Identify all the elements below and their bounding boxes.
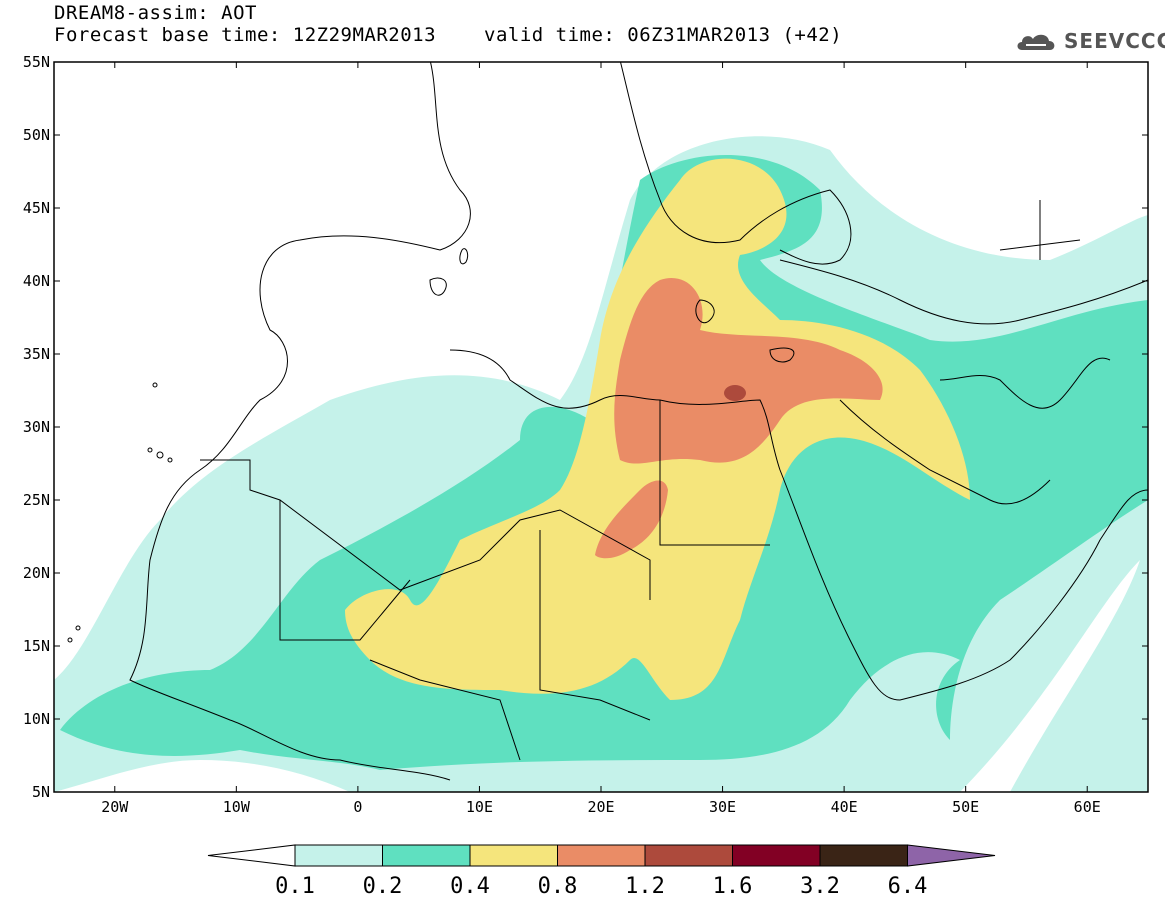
colorbar-label: 3.2 xyxy=(800,874,840,899)
colorbar-label: 0.4 xyxy=(450,874,490,899)
lat-label: 50N xyxy=(23,126,50,144)
colorbar-segment xyxy=(382,844,471,867)
coastlines xyxy=(129,62,1148,781)
valid-time: valid time: 06Z31MAR2013 (+42) xyxy=(484,24,843,46)
colorbar-label: 1.6 xyxy=(713,874,753,899)
colorbar-label: 1.2 xyxy=(625,874,665,899)
lon-label: 60E xyxy=(1074,798,1101,816)
lon-label: 40E xyxy=(831,798,858,816)
cloud-logo-icon xyxy=(1017,34,1055,50)
logo-text: SEEVCCC xyxy=(1064,29,1165,53)
colorbar-segment xyxy=(469,844,558,867)
lat-label: 15N xyxy=(23,637,50,655)
colorbar-segment xyxy=(644,844,733,867)
colorbar-label: 0.2 xyxy=(363,874,403,899)
forecast-base-time: Forecast base time: 12Z29MAR2013 xyxy=(54,24,437,46)
lon-ticks: 20W 10W 0 10E 20E 30E 40E 50E 60E xyxy=(101,62,1101,816)
lat-label: 35N xyxy=(23,345,50,363)
lon-label: 0 xyxy=(353,798,362,816)
lat-label: 30N xyxy=(23,418,50,436)
lat-label: 5N xyxy=(32,783,50,801)
lon-label: 20E xyxy=(587,798,614,816)
lat-label: 25N xyxy=(23,491,50,509)
lat-label: 45N xyxy=(23,199,50,217)
lon-label: 50E xyxy=(952,798,979,816)
colorbar-over-arrow xyxy=(907,844,996,867)
colorbar-segment xyxy=(557,844,646,867)
colorbar-segment xyxy=(732,844,821,867)
lon-label: 20W xyxy=(101,798,129,816)
lon-label: 10W xyxy=(223,798,251,816)
islands xyxy=(67,248,469,643)
lat-label: 55N xyxy=(23,53,50,71)
map-title: DREAM8-assim: AOT xyxy=(54,2,257,24)
colorbar-label: 0.8 xyxy=(538,874,578,899)
colorbar-under-arrow xyxy=(207,844,296,867)
colorbar-label: 6.4 xyxy=(888,874,928,899)
colorbar-segment xyxy=(294,844,383,867)
lon-label: 10E xyxy=(466,798,493,816)
lat-ticks: 55N 50N 45N 40N 35N 30N 25N 20N 15N 10N 5N xyxy=(23,53,1148,801)
lon-label: 30E xyxy=(709,798,736,816)
aot-band-0.8 xyxy=(595,480,668,559)
colorbar-label: 0.1 xyxy=(275,874,315,899)
lat-label: 10N xyxy=(23,710,50,728)
aot-band-0.8 xyxy=(614,278,883,464)
colorbar-segment xyxy=(819,844,908,867)
lat-label: 40N xyxy=(23,272,50,290)
lat-label: 20N xyxy=(23,564,50,582)
aot-band-1.2 xyxy=(724,385,746,401)
